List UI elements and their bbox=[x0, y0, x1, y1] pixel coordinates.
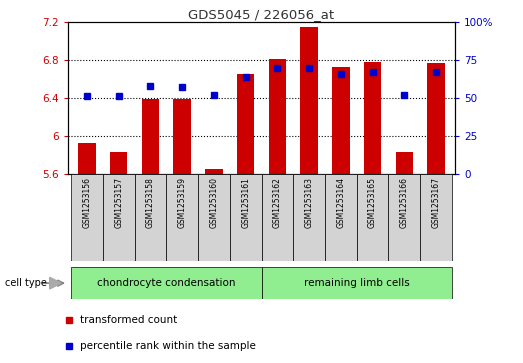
Bar bbox=[269, 59, 286, 174]
Text: GSM1253160: GSM1253160 bbox=[209, 177, 219, 228]
Text: GSM1253159: GSM1253159 bbox=[178, 177, 187, 228]
Bar bbox=[71, 174, 103, 261]
Bar bbox=[262, 174, 293, 261]
Bar bbox=[142, 99, 159, 174]
Bar bbox=[230, 174, 262, 261]
Bar bbox=[332, 66, 349, 174]
Text: GSM1253157: GSM1253157 bbox=[114, 177, 123, 228]
Text: chondrocyte condensation: chondrocyte condensation bbox=[97, 278, 235, 288]
Bar bbox=[300, 28, 318, 174]
Text: cell type: cell type bbox=[5, 278, 47, 288]
Bar bbox=[364, 62, 381, 174]
Bar bbox=[420, 174, 452, 261]
Bar bbox=[293, 174, 325, 261]
Bar bbox=[205, 170, 223, 174]
Text: percentile rank within the sample: percentile rank within the sample bbox=[81, 341, 256, 351]
Text: GSM1253158: GSM1253158 bbox=[146, 177, 155, 228]
Bar bbox=[103, 174, 134, 261]
Bar bbox=[262, 267, 452, 299]
Bar bbox=[71, 267, 262, 299]
Text: GSM1253162: GSM1253162 bbox=[273, 177, 282, 228]
Bar bbox=[427, 63, 445, 174]
Bar bbox=[389, 174, 420, 261]
Bar bbox=[395, 152, 413, 174]
Text: transformed count: transformed count bbox=[81, 315, 178, 325]
Bar bbox=[237, 74, 254, 174]
Text: GSM1253167: GSM1253167 bbox=[431, 177, 440, 228]
Text: GSM1253166: GSM1253166 bbox=[400, 177, 409, 228]
Bar bbox=[134, 174, 166, 261]
Text: GSM1253161: GSM1253161 bbox=[241, 177, 250, 228]
Bar bbox=[325, 174, 357, 261]
Text: GSM1253163: GSM1253163 bbox=[304, 177, 314, 228]
Bar bbox=[78, 143, 96, 174]
Title: GDS5045 / 226056_at: GDS5045 / 226056_at bbox=[188, 8, 335, 21]
Bar bbox=[174, 99, 191, 174]
Text: remaining limb cells: remaining limb cells bbox=[304, 278, 410, 288]
Text: GSM1253156: GSM1253156 bbox=[83, 177, 92, 228]
Text: GSM1253165: GSM1253165 bbox=[368, 177, 377, 228]
Text: GSM1253164: GSM1253164 bbox=[336, 177, 345, 228]
Bar bbox=[198, 174, 230, 261]
Bar bbox=[357, 174, 389, 261]
Bar bbox=[166, 174, 198, 261]
Bar bbox=[110, 152, 128, 174]
